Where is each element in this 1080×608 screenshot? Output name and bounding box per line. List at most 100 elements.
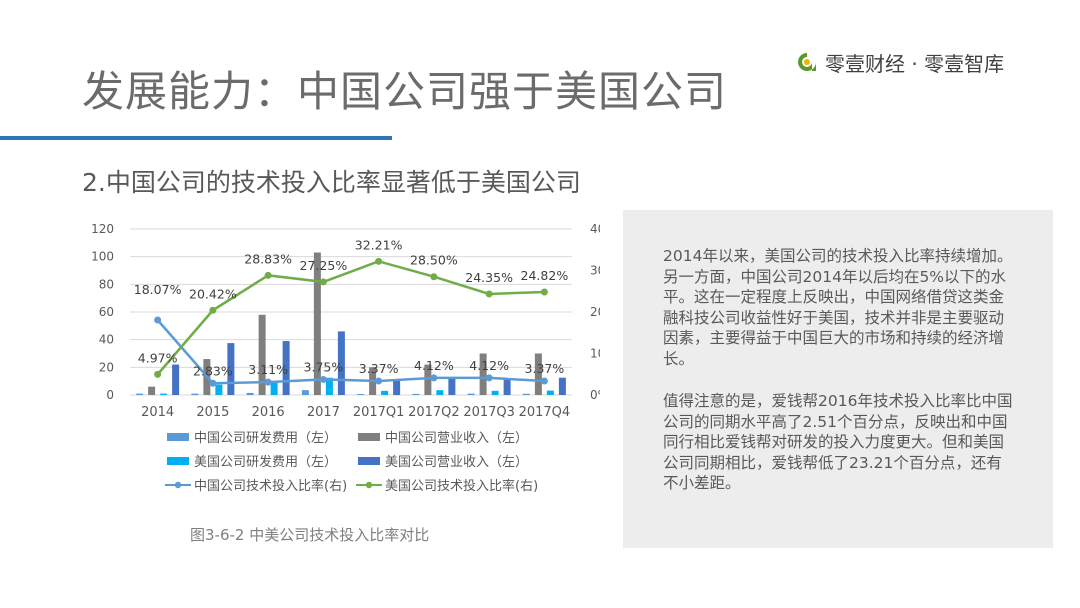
line-point xyxy=(485,374,493,382)
legend-label: 中国公司技术投入比率(右) xyxy=(194,478,347,494)
data-label: 28.50% xyxy=(410,253,458,268)
x-tick-label: 2017 xyxy=(307,405,340,420)
bar xyxy=(436,390,444,395)
line-point xyxy=(154,316,162,324)
y-left-tick-label: 0 xyxy=(106,388,114,402)
y-right-tick-label: 10% xyxy=(590,347,600,361)
line-point xyxy=(154,370,162,378)
legend-label: 中国公司研发费用（左） xyxy=(194,430,337,446)
line-point xyxy=(319,375,327,383)
line-point xyxy=(264,378,272,386)
y-right-tick-label: 30% xyxy=(590,264,600,278)
x-tick-label: 2017Q1 xyxy=(353,405,405,420)
data-label: 18.07% xyxy=(134,282,182,297)
x-tick-label: 2014 xyxy=(141,405,174,420)
data-label: 28.83% xyxy=(244,251,292,266)
page-title: 发展能力：中国公司强于美国公司 xyxy=(82,67,728,116)
line-point xyxy=(375,257,383,265)
bar xyxy=(258,314,266,395)
data-label: 3.75% xyxy=(304,359,344,374)
data-label: 3.11% xyxy=(248,362,288,377)
bar xyxy=(227,343,235,395)
line-point xyxy=(209,306,217,314)
bar xyxy=(558,377,566,395)
legend-swatch xyxy=(358,433,380,441)
legend-label: 美国公司研发费用（左） xyxy=(194,454,337,470)
combo-chart: 0 20 40 60 80 100 120 0% 10% 20% 30% 40% 2014 2015 201… xyxy=(91,222,600,494)
line-point xyxy=(430,273,438,281)
legend-label: 美国公司营业收入（左） xyxy=(385,455,528,470)
notes-panel: 2014年以来，美国公司的技术投入比率持续增加。另一方面，中国公司2014年以后… xyxy=(623,210,1053,548)
bar xyxy=(412,393,420,395)
data-label: 4.12% xyxy=(469,358,509,373)
legend-swatch xyxy=(174,481,182,489)
data-label: 24.82% xyxy=(521,268,569,283)
legend-swatch xyxy=(358,457,380,465)
x-tick-label: 2015 xyxy=(196,405,229,420)
bar xyxy=(325,377,333,395)
bar xyxy=(393,379,401,395)
series-line xyxy=(156,260,545,376)
bar xyxy=(448,378,456,395)
x-tick-label: 2017Q2 xyxy=(408,405,460,420)
bar xyxy=(215,384,223,395)
x-tick-label: 2017Q4 xyxy=(519,405,571,420)
bar xyxy=(270,381,278,395)
bar xyxy=(148,386,156,395)
line-point xyxy=(540,288,548,296)
notes-paragraph-2: 值得注意的是，爱钱帮2016年技术投入比率比中国公司的同期水平高了2.51个百分… xyxy=(663,392,1013,492)
bar xyxy=(313,252,321,395)
data-label: 4.12% xyxy=(414,358,454,373)
y-left-tick-label: 100 xyxy=(91,250,114,264)
series-line xyxy=(156,319,545,385)
y-right-tick-label: 20% xyxy=(590,305,600,319)
y-left-tick-label: 20 xyxy=(99,360,114,374)
legend-label: 中国公司营业收入（左） xyxy=(385,431,528,446)
title-underline xyxy=(0,136,392,140)
bar xyxy=(534,353,542,395)
data-label: 32.21% xyxy=(355,237,403,252)
brand-logo-text: 零壹财经 · 零壹智库 xyxy=(825,51,1005,76)
bar xyxy=(191,393,199,395)
y-left-tick-label: 60 xyxy=(99,305,114,319)
bar xyxy=(246,392,254,395)
notes-paragraph-1: 2014年以来，美国公司的技术投入比率持续增加。另一方面，中国公司2014年以后… xyxy=(663,247,1013,368)
bar xyxy=(381,390,389,395)
legend-label: 美国公司技术投入比率(右) xyxy=(385,478,538,494)
data-label: 24.35% xyxy=(465,270,513,285)
data-label: 27.25% xyxy=(300,258,348,273)
y-left-tick-label: 80 xyxy=(99,277,114,291)
bar xyxy=(546,390,554,395)
bar xyxy=(357,394,365,395)
line-point xyxy=(264,271,272,279)
bar xyxy=(479,353,487,395)
line-point xyxy=(319,278,327,286)
line-point xyxy=(375,377,383,385)
legend-swatch xyxy=(365,481,373,489)
legend-swatch xyxy=(167,433,189,441)
x-tick-label: 2016 xyxy=(252,405,285,420)
bar xyxy=(282,341,290,395)
bar xyxy=(172,364,180,395)
brand-logo: 零壹财经 · 零壹智库 xyxy=(795,49,1005,76)
bar xyxy=(491,390,499,395)
y-left-tick-label: 40 xyxy=(99,333,114,347)
line-point xyxy=(430,374,438,382)
bar xyxy=(136,393,144,395)
bar xyxy=(160,393,168,395)
brand-mark-icon xyxy=(798,53,816,71)
bar xyxy=(467,393,475,395)
y-left-tick-label: 120 xyxy=(91,222,114,236)
chart-caption: 图3-6-2 中美公司技术投入比率对比 xyxy=(190,526,430,544)
x-tick-label: 2017Q3 xyxy=(463,405,515,420)
bar xyxy=(503,379,511,395)
bar xyxy=(301,390,309,395)
line-point xyxy=(485,290,493,298)
bar xyxy=(522,393,530,395)
y-right-tick-label: 40% xyxy=(590,222,600,236)
data-label: 20.42% xyxy=(189,286,237,301)
data-label: 3.37% xyxy=(525,361,565,376)
line-point xyxy=(209,379,217,387)
data-label: 2.83% xyxy=(193,363,233,378)
bar xyxy=(424,364,432,395)
